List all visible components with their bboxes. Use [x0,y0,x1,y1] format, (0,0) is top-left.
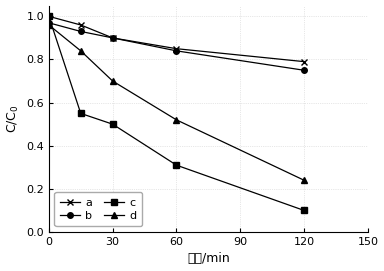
b [46,21,51,24]
Line: a: a [46,14,307,64]
Line: b: b [46,20,307,73]
b [174,49,179,53]
d [302,179,306,182]
c [46,15,51,18]
Y-axis label: C/C$_0$: C/C$_0$ [5,104,21,133]
b [110,36,115,40]
a [110,36,115,40]
d [78,49,83,53]
c [110,122,115,126]
d [174,118,179,121]
b [78,30,83,33]
b [302,69,306,72]
a [302,60,306,63]
a [46,15,51,18]
Legend: a, b, c, d: a, b, c, d [55,192,142,227]
d [110,79,115,83]
a [174,47,179,50]
Line: d: d [46,22,307,183]
a [78,23,83,27]
X-axis label: 时间/min: 时间/min [187,253,230,265]
c [174,163,179,167]
d [46,23,51,27]
c [302,209,306,212]
c [78,112,83,115]
Line: c: c [46,14,307,213]
